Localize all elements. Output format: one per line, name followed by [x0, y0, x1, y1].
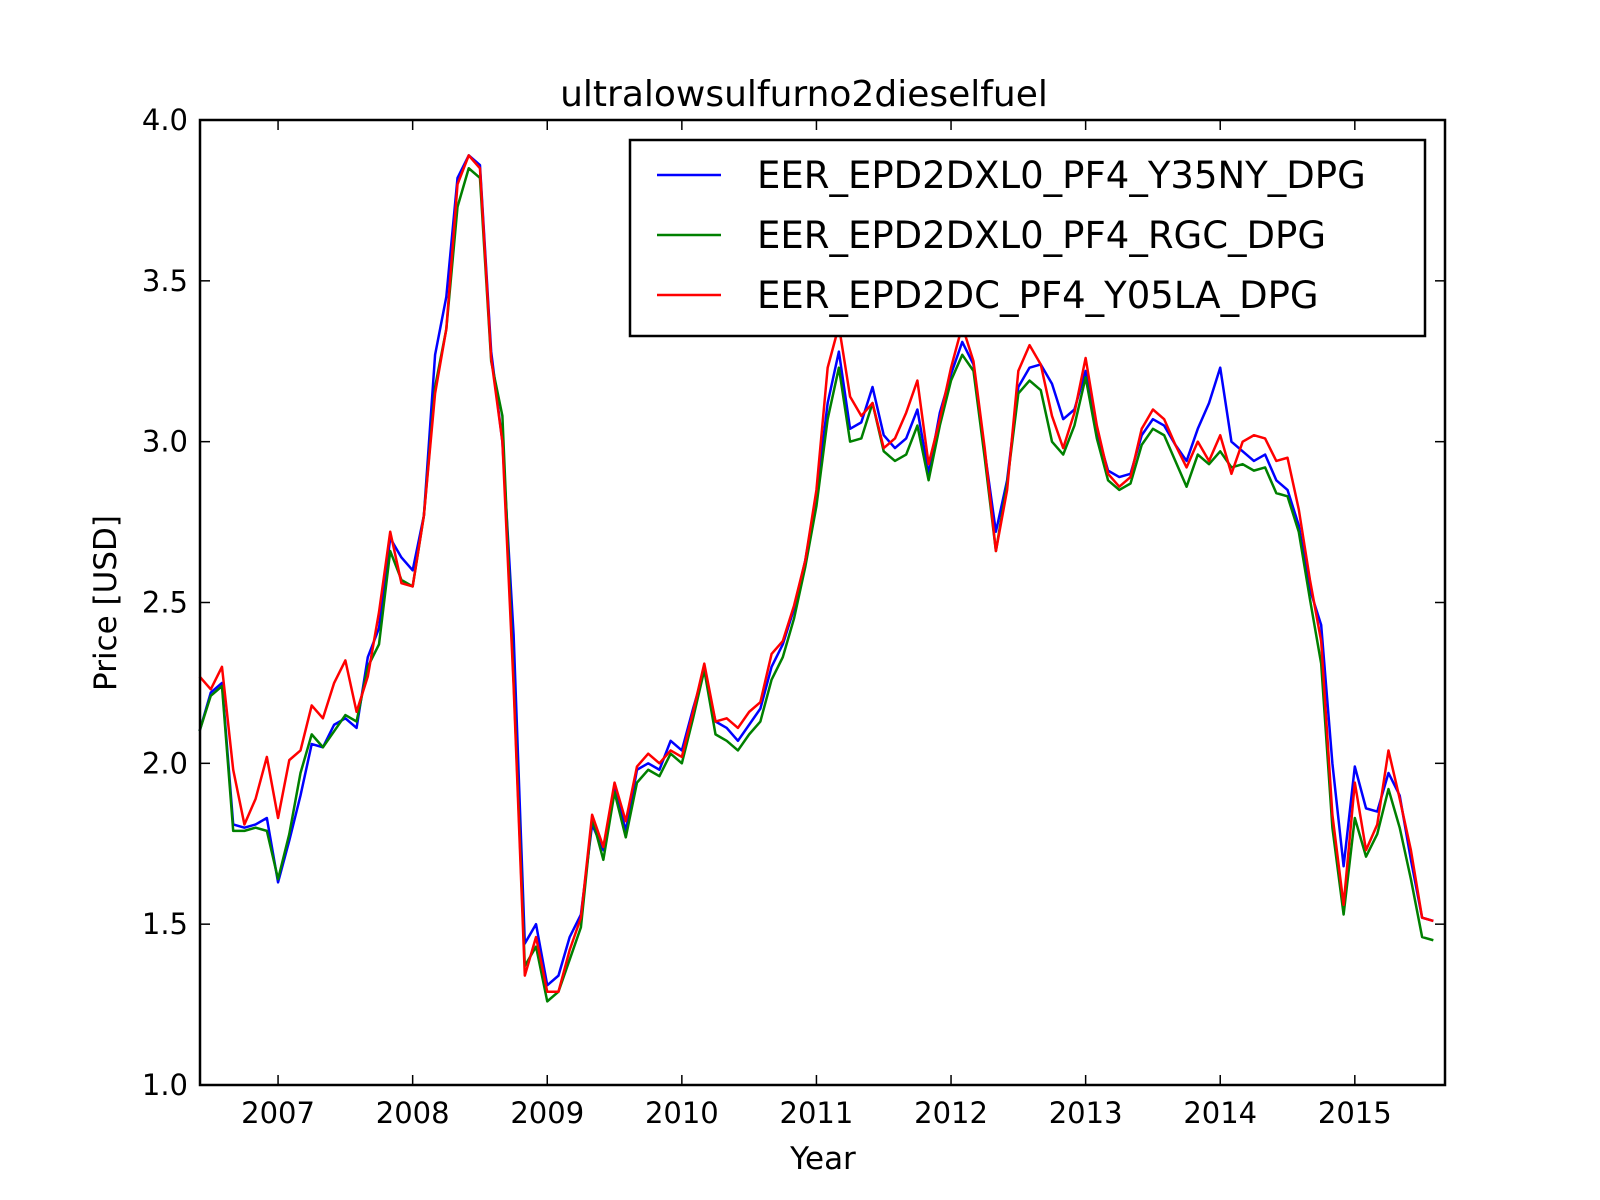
- chart-title: ultralowsulfurno2dieselfuel: [560, 74, 1048, 115]
- y-tick-label: 2.0: [142, 746, 188, 780]
- y-tick-label: 4.0: [142, 103, 188, 137]
- y-tick-label: 3.0: [142, 425, 188, 459]
- x-axis-label: Year: [789, 1141, 856, 1177]
- legend-box: [628, 138, 1427, 338]
- x-tick-label: 2007: [241, 1096, 315, 1130]
- x-tick-label: 2014: [1183, 1096, 1257, 1130]
- legend-label: EER_EPD2DXL0_PF4_RGC_DPG: [757, 214, 1326, 257]
- legend: EER_EPD2DXL0_PF4_Y35NY_DPG EER_EPD2DXL0_P…: [628, 138, 1427, 338]
- x-tick-label: 2013: [1049, 1096, 1123, 1130]
- y-tick-label: 3.5: [142, 264, 188, 298]
- x-tick-label: 2008: [376, 1096, 450, 1130]
- y-tick-label: 1.0: [142, 1068, 188, 1102]
- x-axis: 2007 2008 2009 2010 2011 2012 2013 2014 2015: [241, 120, 1392, 1130]
- x-tick-label: 2009: [510, 1096, 584, 1130]
- y-axis-label: Price [USD]: [88, 515, 124, 691]
- y-tick-label: 2.5: [142, 586, 188, 620]
- y-tick-label: 1.5: [142, 907, 188, 941]
- y-axis: 1.0 1.5 2.0 2.5 3.0 3.5 4.0: [142, 103, 1445, 1102]
- x-tick-label: 2015: [1318, 1096, 1392, 1130]
- x-tick-label: 2010: [645, 1096, 719, 1130]
- x-tick-label: 2011: [780, 1096, 854, 1130]
- legend-label: EER_EPD2DXL0_PF4_Y35NY_DPG: [757, 154, 1366, 197]
- x-tick-label: 2012: [914, 1096, 988, 1130]
- legend-label: EER_EPD2DC_PF4_Y05LA_DPG: [757, 274, 1319, 317]
- series-layer: [198, 154, 1434, 1003]
- series-line-3: [198, 154, 1434, 993]
